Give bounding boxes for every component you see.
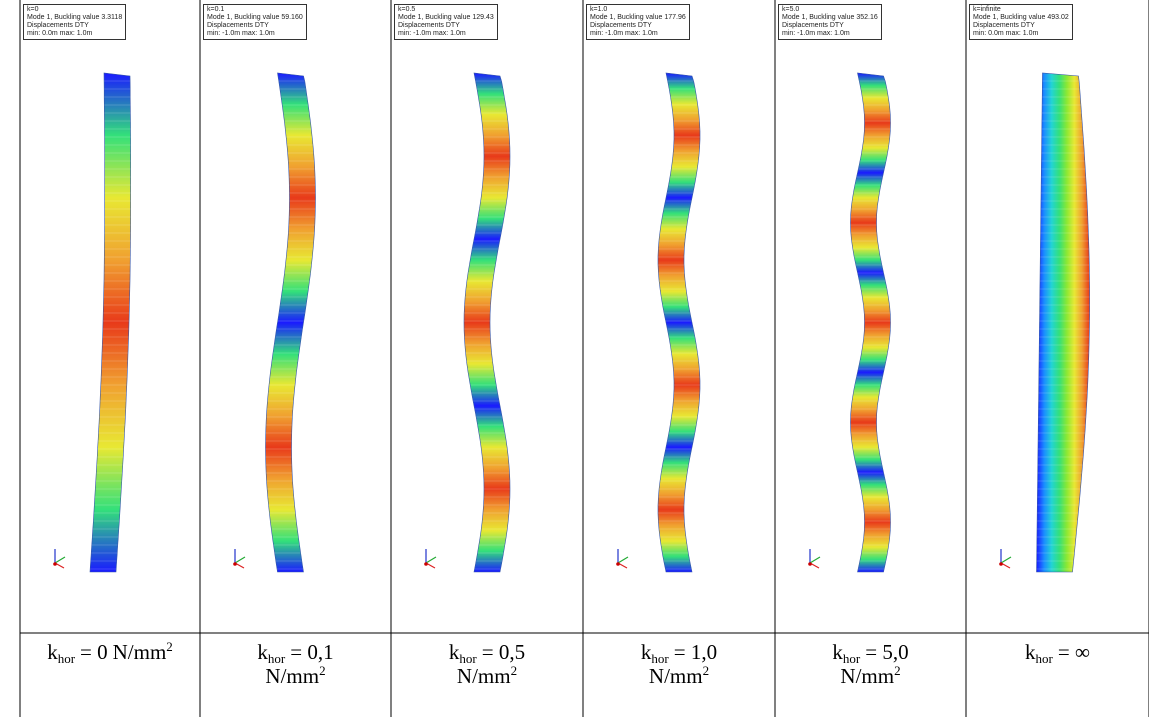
triad-origin [53,562,57,566]
info-line: Mode 1, Buckling value 59.160 [207,14,303,22]
info-line: min: -1.0m max: 1.0m [207,30,303,38]
caption-value: = 5,0 [865,640,908,664]
triad-origin [233,562,237,566]
caption-line: N/mm2 [583,664,775,688]
info-line: k=1.0 [590,6,686,14]
caption-value: = 0,1 [290,640,333,664]
info-line: Displacements DTY [973,22,1069,30]
caption-value: = ∞ [1058,640,1090,664]
caption-symbol: k [832,640,843,664]
caption-line: N/mm2 [775,664,966,688]
caption-line: N/mm2 [391,664,583,688]
info-line: k=0 [27,6,122,14]
caption-unit: N/mm [113,640,167,664]
info-line: Displacements DTY [782,22,878,30]
info-line: Mode 1, Buckling value 3.3118 [27,14,122,22]
triad-origin [999,562,1003,566]
info-line: Displacements DTY [207,22,303,30]
caption-line: khor = ∞ [966,640,1149,664]
info-line: k=infinite [973,6,1069,14]
caption-symbol: k [641,640,652,664]
caption: khor = ∞ [966,640,1149,664]
caption-unit: N/mm [840,664,894,688]
caption-value: = 0 [80,640,108,664]
triad-y [426,557,436,563]
caption-line: khor= 1,0 [583,640,775,664]
info-line: min: -1.0m max: 1.0m [590,30,686,38]
info-line: min: -1.0m max: 1.0m [782,30,878,38]
caption-symbol: k [1025,640,1036,664]
caption-unit: N/mm [649,664,703,688]
triad-y [618,557,628,563]
caption-superscript: 2 [166,639,173,654]
triad-y [55,557,65,563]
caption-value: = 0,5 [482,640,525,664]
info-line: Displacements DTY [398,22,494,30]
caption-subscript: hor [58,651,75,666]
caption-superscript: 2 [894,663,901,678]
triad-y [235,557,245,563]
caption-superscript: 2 [703,663,710,678]
caption-symbol: k [47,640,58,664]
info-line: min: -1.0m max: 1.0m [398,30,494,38]
info-line: min: 0.0m max: 1.0m [27,30,122,38]
info-line: Displacements DTY [590,22,686,30]
info-line: min: 0.0m max: 1.0m [973,30,1069,38]
caption-unit: N/mm [457,664,511,688]
caption-superscript: 2 [319,663,326,678]
caption-line: khor= 0,1 [200,640,391,664]
caption-value: = 1,0 [674,640,717,664]
triad-origin [808,562,812,566]
info-line: Mode 1, Buckling value 177.96 [590,14,686,22]
figure-drawing [0,0,1149,717]
caption-symbol: k [257,640,268,664]
info-line: k=5.0 [782,6,878,14]
caption-line: N/mm2 [200,664,391,688]
triad-origin [616,562,620,566]
info-line: k=0.1 [207,6,303,14]
triad-origin [424,562,428,566]
caption-line: khor= 0,5 [391,640,583,664]
info-line: Mode 1, Buckling value 493.02 [973,14,1069,22]
caption-unit: N/mm [265,664,319,688]
info-line: k=0.5 [398,6,494,14]
info-line: Mode 1, Buckling value 352.16 [782,14,878,22]
caption-line: khor= 5,0 [775,640,966,664]
caption-superscript: 2 [511,663,518,678]
triad-y [810,557,820,563]
triad-y [1001,557,1011,563]
caption-subscript: hor [1036,651,1053,666]
figure: k=0Mode 1, Buckling value 3.3118Displace… [0,0,1149,717]
info-line: Displacements DTY [27,22,122,30]
caption-symbol: k [449,640,460,664]
info-line: Mode 1, Buckling value 129.43 [398,14,494,22]
